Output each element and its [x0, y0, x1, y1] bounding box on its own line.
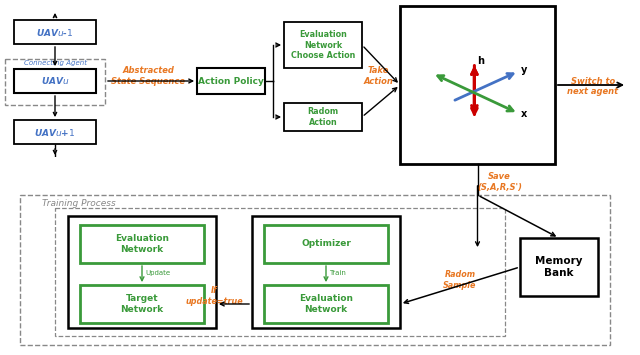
Bar [55, 208, 505, 336]
Text: h: h [477, 56, 484, 66]
Text: Evaluation
Network: Evaluation Network [299, 294, 353, 314]
Bar [80, 225, 204, 263]
Text: Action Policy: Action Policy [198, 76, 264, 86]
Text: UAV$u$-$1$: UAV$u$-$1$ [36, 27, 74, 38]
Text: UAV$u$: UAV$u$ [41, 76, 69, 87]
Text: Connecting Agent: Connecting Agent [24, 59, 86, 66]
Bar [5, 59, 105, 105]
Text: UAV$u$+$1$: UAV$u$+$1$ [35, 126, 76, 137]
Bar [14, 120, 96, 144]
Bar [284, 103, 362, 131]
Text: Target
Network: Target Network [120, 294, 164, 314]
Bar [264, 225, 388, 263]
Text: Optimizer: Optimizer [301, 240, 351, 248]
Text: Evaluation
Network
Choose Action: Evaluation Network Choose Action [291, 30, 355, 60]
Text: Radom
Sample: Radom Sample [444, 270, 477, 290]
Bar [68, 216, 216, 328]
Text: Radom
Action: Radom Action [307, 107, 339, 127]
Bar [252, 216, 400, 328]
Bar [14, 69, 96, 93]
Bar [264, 285, 388, 323]
Text: Update: Update [145, 270, 170, 276]
Bar [400, 6, 555, 164]
Bar [20, 195, 610, 345]
Bar [520, 238, 598, 296]
Text: Memory
Bank: Memory Bank [535, 256, 583, 278]
Text: Switch to
next agent: Switch to next agent [568, 77, 619, 96]
Text: Training Process: Training Process [42, 198, 116, 208]
Bar [284, 22, 362, 68]
Bar [14, 20, 96, 44]
Text: Evaluation
Network: Evaluation Network [115, 234, 169, 254]
Bar [197, 68, 265, 94]
Text: If
update=true: If update=true [185, 286, 243, 306]
Text: x: x [520, 109, 527, 119]
Text: Take
Action: Take Action [363, 66, 393, 86]
Text: Train: Train [329, 270, 346, 276]
Polygon shape [452, 61, 497, 122]
Text: Save
(S,A,R,S'): Save (S,A,R,S') [477, 172, 522, 192]
Bar [80, 285, 204, 323]
Text: y: y [520, 65, 527, 75]
Text: Abstracted
State Sequence: Abstracted State Sequence [111, 66, 185, 86]
